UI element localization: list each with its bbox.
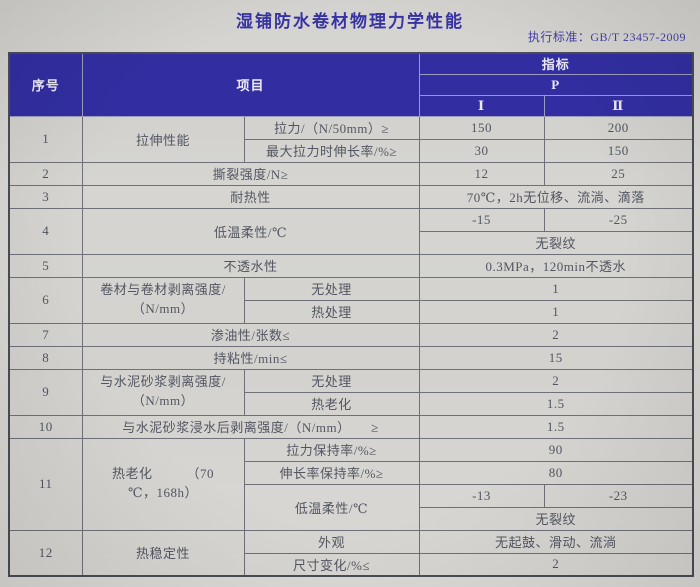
table-cell: 6 <box>8 276 83 324</box>
table-cell: 拉力保持率/%≥ <box>243 437 420 462</box>
table-cell: 150 <box>543 138 694 163</box>
table-cell: 耐热性 <box>81 184 420 209</box>
table-cell: 撕裂强度/N≥ <box>81 161 420 186</box>
table-row: 4 低温柔性/℃ -15 -25 <box>8 207 694 255</box>
table-row: 低温柔性/℃ -13 -23 <box>9 483 694 531</box>
table-cell: 1 <box>418 299 694 324</box>
table-row: 11 热老化 （70 ℃，168h） 拉力保持率/%≥ 90 <box>8 437 694 531</box>
table-cell: 80 <box>418 460 694 485</box>
page-title: 湿铺防水卷材物理力学性能 <box>236 12 464 31</box>
table-cell: 4 <box>8 207 83 255</box>
table-cell: 无裂纹 <box>418 506 694 531</box>
table-header: 序号 项目 指标 P Ⅰ Ⅱ <box>8 52 694 117</box>
table-cell: 2 <box>418 368 694 393</box>
table-cell: 25 <box>543 161 694 186</box>
table-cell: 热老化 <box>243 391 420 416</box>
table-row: 10 与水泥砂浆浸水后剥离强度/（N/mm） ≥ 1.5 <box>8 414 694 439</box>
table-cell: 12 <box>418 161 545 186</box>
table-cell: 70℃，2h无位移、流淌、滴落 <box>418 184 694 209</box>
table-cell: 30 <box>418 138 545 163</box>
header-cell-index: 指标 <box>418 52 694 75</box>
table-cell: 外观 <box>243 529 420 554</box>
table-cell: -15 <box>418 207 545 232</box>
table-cell: 9 <box>8 368 83 416</box>
table-cell: 持粘性/min≤ <box>81 345 420 370</box>
table-cell: 2 <box>8 161 83 186</box>
table-row: P <box>9 73 694 96</box>
table-row: 2 撕裂强度/N≥ 12 25 <box>8 161 694 186</box>
table-cell: 10 <box>8 414 83 439</box>
header-cell-type1: Ⅰ <box>418 94 545 117</box>
table-row: 9 与水泥砂浆剥离强度/ （N/mm） 无处理 2 <box>8 368 694 416</box>
header-cell-p: P <box>418 73 694 96</box>
table-cell: 拉力/（N/50mm）≥ <box>243 115 420 140</box>
header-cell-type2: Ⅱ <box>543 94 694 117</box>
table-cell: -25 <box>543 207 694 232</box>
table-cell: 伸长率保持率/%≥ <box>243 460 420 485</box>
table-row: 序号 项目 指标 <box>8 52 694 117</box>
table-cell: 12 <box>8 529 83 577</box>
table-row: 6 卷材与卷材剥离强度/ （N/mm） 无处理 1 <box>8 276 694 324</box>
table-row: 8 持粘性/min≤ 15 <box>8 345 694 370</box>
table-cell: 7 <box>8 322 83 347</box>
table-cell: 200 <box>543 115 694 140</box>
table-cell: 热老化 （70 ℃，168h） <box>81 437 245 531</box>
table-cell: 尺寸变化/%≤ <box>243 552 420 577</box>
table-cell: 卷材与卷材剥离强度/ （N/mm） <box>81 276 245 324</box>
table-row: 7 渗油性/张数≤ 2 <box>8 322 694 347</box>
header-cell-item: 项目 <box>81 52 420 117</box>
table-cell: 不透水性 <box>81 253 420 278</box>
table-row: 热老化 1.5 <box>9 391 694 416</box>
table-cell: 无处理 <box>243 276 420 301</box>
table-cell: 150 <box>418 115 545 140</box>
table-cell: 0.3MPa，120min不透水 <box>418 253 694 278</box>
table-cell: 2 <box>418 322 694 347</box>
table-cell: 1 <box>418 276 694 301</box>
table-cell: 1 <box>8 115 83 163</box>
table-row: Ⅰ Ⅱ <box>9 94 694 117</box>
table-cell: 15 <box>418 345 694 370</box>
table-body: 1 拉伸性能 拉力/（N/50mm）≥ 150 200 最大拉力时伸长率/%≥ … <box>8 115 694 577</box>
table-cell: 低温柔性/℃ <box>243 483 420 531</box>
table-cell: 低温柔性/℃ <box>81 207 420 255</box>
header-cell-no: 序号 <box>8 52 83 117</box>
table-cell: -23 <box>543 483 694 508</box>
table-cell: 2 <box>418 552 694 577</box>
table-row: 3 耐热性 70℃，2h无位移、流淌、滴落 <box>8 184 694 209</box>
table-cell: 8 <box>8 345 83 370</box>
table-cell: 热稳定性 <box>81 529 245 577</box>
table-cell: 3 <box>8 184 83 209</box>
table-cell: 无裂纹 <box>418 230 694 255</box>
table-cell: 拉伸性能 <box>81 115 245 163</box>
table-cell: 渗油性/张数≤ <box>81 322 420 347</box>
standard-reference: 执行标准：GB/T 23457-2009 <box>527 30 686 44</box>
table-cell: -13 <box>418 483 545 508</box>
table-cell: 5 <box>8 253 83 278</box>
table-cell: 90 <box>418 437 694 462</box>
table-cell: 11 <box>8 437 83 531</box>
table-cell: 最大拉力时伸长率/%≥ <box>243 138 420 163</box>
table-row: 无裂纹 <box>9 506 694 531</box>
table-row: 5 不透水性 0.3MPa，120min不透水 <box>8 253 694 278</box>
table-cell: 1.5 <box>418 414 694 439</box>
table-cell: 无处理 <box>243 368 420 393</box>
spec-table: 序号 项目 指标 P Ⅰ Ⅱ 1 拉伸性能 拉力/（N/50mm）≥ 150 2… <box>8 52 695 577</box>
table-cell: 与水泥砂浆剥离强度/ （N/mm） <box>81 368 245 416</box>
table-cell: 与水泥砂浆浸水后剥离强度/（N/mm） ≥ <box>81 414 420 439</box>
table-cell: 无起鼓、滑动、流淌 <box>418 529 694 554</box>
table-row: 12 热稳定性 外观 无起鼓、滑动、流淌 <box>8 529 694 577</box>
table-row: 尺寸变化/%≤ 2 <box>9 552 694 577</box>
table-row: 1 拉伸性能 拉力/（N/50mm）≥ 150 200 <box>8 115 694 163</box>
table-cell: 热处理 <box>243 299 420 324</box>
table-row: 无裂纹 <box>9 230 694 255</box>
table-cell: 1.5 <box>418 391 694 416</box>
